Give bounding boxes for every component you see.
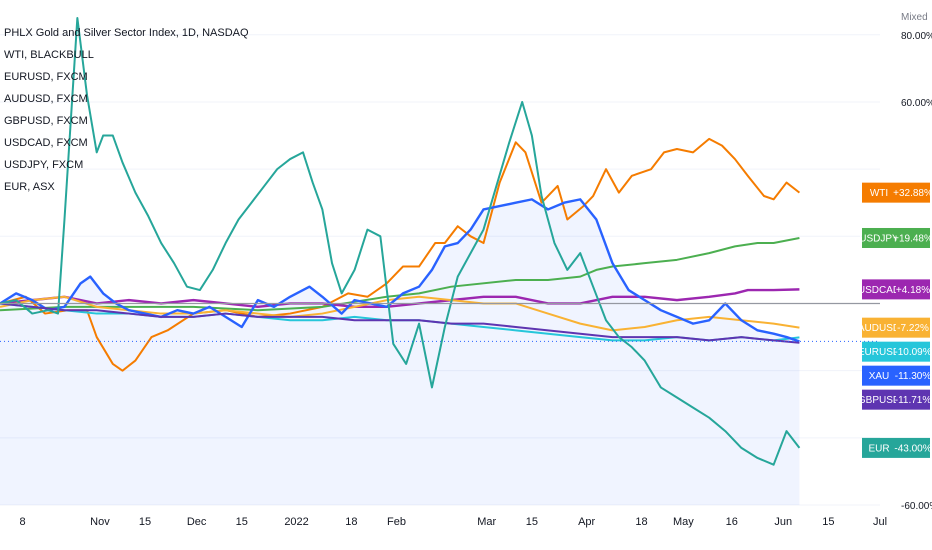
x-tick-label: Mar [477,516,496,528]
x-tick-label: 15 [236,516,248,528]
legend-title[interactable]: PHLX Gold and Silver Sector Index, 1D, N… [4,27,249,39]
price-tag-name-box [862,182,896,203]
price-tag-audusd[interactable]: AUDUSD-7.22% [858,317,930,338]
price-tag-value: +4.18% [896,285,930,296]
price-tag-value-box [896,389,930,410]
legend: PHLX Gold and Silver Sector Index, 1D, N… [4,22,249,198]
legend-item[interactable]: GBPUSD, FXCM [4,115,88,127]
grid [0,34,880,506]
legend-item[interactable]: AUDUSD, FXCM [4,93,88,105]
x-tick-label: 2022 [284,516,308,528]
price-tag-value-box [896,182,930,203]
legend-item[interactable]: WTI, BLACKBULL [4,49,94,61]
price-tag-name-box [862,279,896,300]
price-tag-value-box [896,341,930,362]
price-tag-name: EUR [868,443,889,454]
price-tag-name: XAU [869,371,890,382]
series-line-usdjpy[interactable] [0,237,800,312]
series-line-eur[interactable] [0,17,801,466]
legend-item[interactable]: EURUSD, FXCM [4,71,88,83]
price-tag-value-box [896,279,930,300]
x-tick-label: Apr [578,516,595,528]
price-tag-name-box [862,341,896,362]
price-tag-eurusd[interactable]: EURUSD-10.09% [858,341,932,362]
price-tag-value: +32.88% [893,188,932,199]
x-tick-label: May [673,516,694,528]
price-tag-name: USDCAD [858,285,900,296]
legend-item[interactable]: USDJPY, FXCM [4,159,84,171]
scale-mode-label[interactable]: Mixed [901,12,928,23]
series-lines [0,17,801,466]
price-labels: WTI +32.88% USDJPY+19.48% USDCAD+4.18% AUDUS… [858,182,932,458]
x-tick-label: 18 [345,516,357,528]
series-line-gbpusd[interactable] [0,302,800,344]
price-tag-name: EURUSD [858,347,900,358]
price-tag-value: +19.48% [893,233,932,244]
price-tag-name: USDJPY [859,233,899,244]
price-tag-name-box [862,365,896,386]
x-tick-label: Jul [873,516,887,528]
price-tag-usdcad[interactable]: USDCAD+4.18% [858,279,930,300]
price-tag-wti[interactable]: WTI +32.88% [862,182,932,203]
y-tick-label: 60.00% [901,98,932,109]
reference-lines [0,302,880,342]
x-tick-label: Nov [90,516,110,528]
price-tag-name-box [862,317,896,338]
y-tick-label: 80.00% [901,31,932,42]
y-axis: 80.00% 60.00% -60.00% [901,31,932,512]
x-tick-label: 15 [139,516,151,528]
x-tick-label: Jun [774,516,792,528]
x-tick-label: 15 [822,516,834,528]
price-tag-value-box [896,317,930,338]
price-tag-name-box [862,437,896,458]
price-tag-xau[interactable]: XAU -11.30% [862,365,932,386]
price-tag-eur[interactable]: EUR -43.00% [862,437,932,458]
price-tag-value: -11.71% [895,395,932,406]
x-tick-label: 8 [20,516,26,528]
legend-item[interactable]: EUR, ASX [4,181,55,193]
series-line-xau[interactable] [0,198,800,343]
price-tag-gbpusd[interactable]: GBPUSD-11.71% [858,389,932,410]
x-tick-label: 15 [526,516,538,528]
price-tag-value: -43.00% [894,443,931,454]
x-tick-label: Feb [387,516,406,528]
x-tick-label: Dec [187,516,207,528]
price-tag-value: -7.22% [897,323,929,334]
price-tag-name-box [862,227,896,248]
price-tag-value: -11.30% [895,371,932,382]
legend-item[interactable]: USDCAD, FXCM [4,137,88,149]
series-line-wti[interactable] [0,137,801,372]
price-tag-value-box [896,227,930,248]
price-tag-value-box [896,437,930,458]
price-tag-name: GBPUSD [858,395,900,406]
x-tick-label: 18 [635,516,647,528]
y-tick-label: -60.00% [901,501,932,512]
x-axis: 8 Nov 15 Dec 15 2022 18 Feb Mar 15 Apr 18 May 16 Jun 15… [20,516,888,528]
price-tag-value: -10.09% [894,347,931,358]
price-tag-name: AUDUSD [858,323,900,334]
price-tag-usdjpy[interactable]: USDJPY+19.48% [859,227,932,248]
price-tag-value-box [896,365,930,386]
x-tick-label: 16 [726,516,738,528]
price-tag-name: WTI [870,188,888,199]
price-tag-name-box [862,389,896,410]
